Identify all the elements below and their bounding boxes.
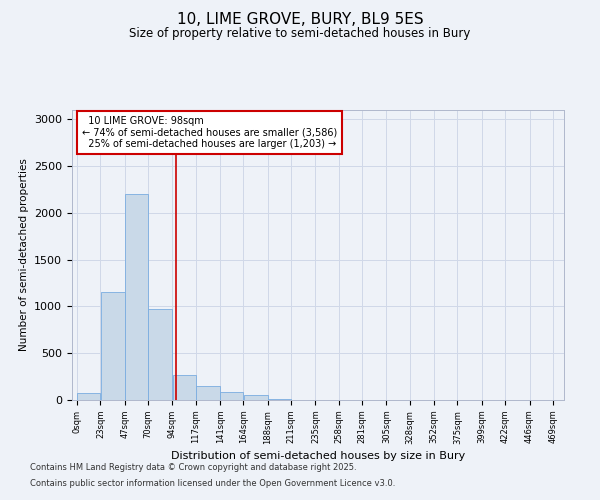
Text: Size of property relative to semi-detached houses in Bury: Size of property relative to semi-detach… <box>130 28 470 40</box>
Bar <box>220 392 244 400</box>
Bar <box>173 374 196 400</box>
Bar <box>125 194 148 400</box>
X-axis label: Distribution of semi-detached houses by size in Bury: Distribution of semi-detached houses by … <box>171 450 465 460</box>
Bar <box>148 309 172 400</box>
Bar <box>77 394 100 400</box>
Text: Contains HM Land Registry data © Crown copyright and database right 2025.: Contains HM Land Registry data © Crown c… <box>30 464 356 472</box>
Bar <box>101 292 125 400</box>
Text: 10, LIME GROVE, BURY, BL9 5ES: 10, LIME GROVE, BURY, BL9 5ES <box>176 12 424 28</box>
Text: Contains public sector information licensed under the Open Government Licence v3: Contains public sector information licen… <box>30 478 395 488</box>
Bar <box>244 396 268 400</box>
Y-axis label: Number of semi-detached properties: Number of semi-detached properties <box>19 158 29 352</box>
Bar <box>196 386 220 400</box>
Bar <box>268 398 291 400</box>
Text: 10 LIME GROVE: 98sqm
← 74% of semi-detached houses are smaller (3,586)
  25% of : 10 LIME GROVE: 98sqm ← 74% of semi-detac… <box>82 116 337 149</box>
